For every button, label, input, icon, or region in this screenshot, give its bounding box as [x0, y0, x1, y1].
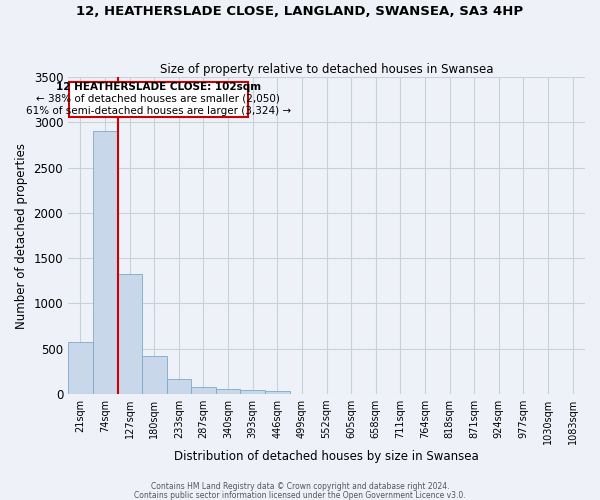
Title: Size of property relative to detached houses in Swansea: Size of property relative to detached ho…	[160, 63, 493, 76]
Bar	[216, 390, 241, 394]
Bar	[265, 391, 290, 394]
Bar	[241, 390, 265, 394]
Text: 12 HEATHERSLADE CLOSE: 102sqm: 12 HEATHERSLADE CLOSE: 102sqm	[56, 82, 261, 92]
Text: ← 38% of detached houses are smaller (2,050): ← 38% of detached houses are smaller (2,…	[36, 94, 280, 104]
Text: 12, HEATHERSLADE CLOSE, LANGLAND, SWANSEA, SA3 4HP: 12, HEATHERSLADE CLOSE, LANGLAND, SWANSE…	[76, 5, 524, 18]
FancyBboxPatch shape	[68, 82, 248, 117]
Bar	[191, 386, 216, 394]
Bar	[117, 274, 142, 394]
Bar	[142, 356, 167, 394]
Bar	[167, 380, 191, 394]
X-axis label: Distribution of detached houses by size in Swansea: Distribution of detached houses by size …	[174, 450, 479, 462]
Bar	[92, 132, 117, 394]
Bar	[68, 342, 92, 394]
Text: Contains public sector information licensed under the Open Government Licence v3: Contains public sector information licen…	[134, 490, 466, 500]
Y-axis label: Number of detached properties: Number of detached properties	[15, 142, 28, 328]
Text: 61% of semi-detached houses are larger (3,324) →: 61% of semi-detached houses are larger (…	[26, 106, 291, 116]
Text: Contains HM Land Registry data © Crown copyright and database right 2024.: Contains HM Land Registry data © Crown c…	[151, 482, 449, 491]
